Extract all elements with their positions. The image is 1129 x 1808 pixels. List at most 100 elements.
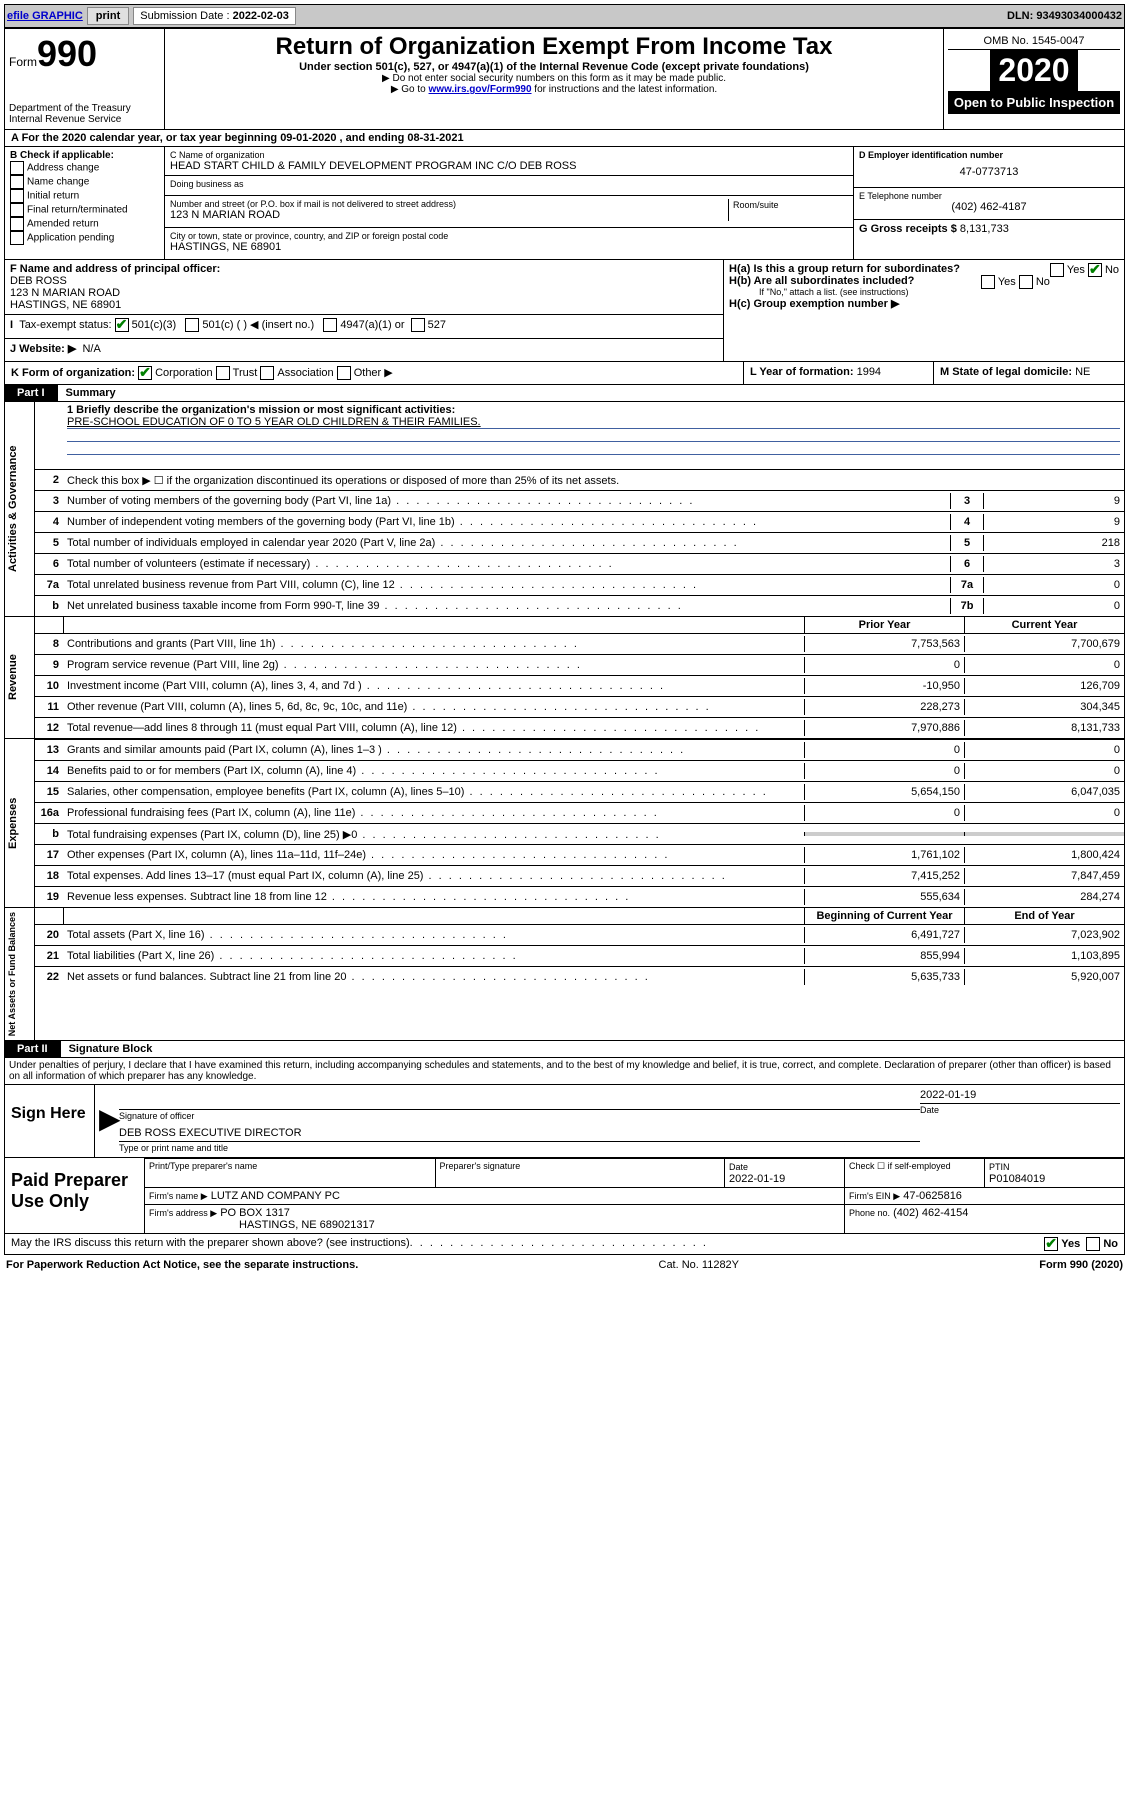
line-17: 17Other expenses (Part IX, column (A), l… bbox=[35, 844, 1124, 865]
cb-4947a1[interactable] bbox=[323, 318, 337, 332]
activities-governance: Activities & Governance 1 Briefly descri… bbox=[4, 402, 1125, 617]
form-title: Return of Organization Exempt From Incom… bbox=[169, 33, 939, 61]
efile-link[interactable]: efile GRAPHIC bbox=[7, 10, 83, 22]
part1-bar: Part I Summary bbox=[4, 385, 1125, 402]
col-beginning-year: Beginning of Current Year bbox=[804, 908, 964, 924]
cb-trust[interactable] bbox=[216, 366, 230, 380]
line-16a: 16aProfessional fundraising fees (Part I… bbox=[35, 802, 1124, 823]
revenue-section: Revenue Prior Year Current Year 8Contrib… bbox=[4, 617, 1125, 739]
cb-hb-yes[interactable] bbox=[981, 275, 995, 289]
line-13: 13Grants and similar amounts paid (Part … bbox=[35, 739, 1124, 760]
firm-name: LUTZ AND COMPANY PC bbox=[211, 1190, 340, 1202]
summary-line-7a: 7aTotal unrelated business revenue from … bbox=[35, 574, 1124, 595]
entity-block: B Check if applicable: Address change Na… bbox=[4, 147, 1125, 260]
group-return-block: H(a) Is this a group return for subordin… bbox=[724, 260, 1124, 361]
expenses-section: Expenses 13Grants and similar amounts pa… bbox=[4, 739, 1125, 908]
col-b-checkboxes: B Check if applicable: Address change Na… bbox=[5, 147, 165, 259]
discuss-row: May the IRS discuss this return with the… bbox=[4, 1234, 1125, 1255]
perjury-statement: Under penalties of perjury, I declare th… bbox=[4, 1058, 1125, 1085]
col-prior-year: Prior Year bbox=[804, 617, 964, 633]
title-box: Return of Organization Exempt From Incom… bbox=[165, 29, 944, 129]
cb-discuss-yes[interactable] bbox=[1044, 1237, 1058, 1251]
sign-here-label: Sign Here bbox=[5, 1085, 95, 1157]
summary-line-3: 3Number of voting members of the governi… bbox=[35, 490, 1124, 511]
line-10: 10Investment income (Part VIII, column (… bbox=[35, 675, 1124, 696]
top-bar: efile GRAPHIC print Submission Date : 20… bbox=[4, 4, 1125, 28]
line-9: 9Program service revenue (Part VIII, lin… bbox=[35, 654, 1124, 675]
dln: DLN: 93493034000432 bbox=[1007, 10, 1122, 22]
cb-other[interactable] bbox=[337, 366, 351, 380]
gross-receipts: G Gross receipts $ 8,131,733 bbox=[854, 219, 1124, 238]
cb-501c[interactable] bbox=[185, 318, 199, 332]
cb-discuss-no[interactable] bbox=[1086, 1237, 1100, 1251]
cb-501c3[interactable] bbox=[115, 318, 129, 332]
signature-date: 2022-01-19 bbox=[920, 1089, 1120, 1101]
vlabel-ag: Activities & Governance bbox=[5, 402, 35, 616]
telephone: (402) 462-4187 bbox=[859, 201, 1119, 213]
cb-527[interactable] bbox=[411, 318, 425, 332]
cb-ha-no[interactable] bbox=[1088, 263, 1102, 277]
state-domicile: NE bbox=[1075, 366, 1090, 378]
vlabel-netassets: Net Assets or Fund Balances bbox=[5, 908, 35, 1040]
summary-line-5: 5Total number of individuals employed in… bbox=[35, 532, 1124, 553]
print-button[interactable]: print bbox=[87, 7, 129, 25]
preparer-date: 2022-01-19 bbox=[729, 1173, 785, 1185]
col-c-name-address: C Name of organization HEAD START CHILD … bbox=[165, 147, 854, 259]
submission-date-label: Submission Date : 2022-02-03 bbox=[133, 7, 296, 25]
net-assets-section: Net Assets or Fund Balances Beginning of… bbox=[4, 908, 1125, 1041]
cb-final-return[interactable]: Final return/terminated bbox=[10, 203, 159, 217]
col-current-year: Current Year bbox=[964, 617, 1124, 633]
mission-statement: PRE-SCHOOL EDUCATION OF 0 TO 5 YEAR OLD … bbox=[67, 416, 481, 428]
firm-ein: 47-0625816 bbox=[903, 1190, 962, 1202]
cb-application-pending[interactable]: Application pending bbox=[10, 231, 159, 245]
page-footer: For Paperwork Reduction Act Notice, see … bbox=[4, 1255, 1125, 1275]
street-address: 123 N MARIAN ROAD bbox=[170, 209, 728, 221]
line-8: 8Contributions and grants (Part VIII, li… bbox=[35, 633, 1124, 654]
cb-amended-return[interactable]: Amended return bbox=[10, 217, 159, 231]
cb-assoc[interactable] bbox=[260, 366, 274, 380]
summary-line-6: 6Total number of volunteers (estimate if… bbox=[35, 553, 1124, 574]
line-18: 18Total expenses. Add lines 13–17 (must … bbox=[35, 865, 1124, 886]
cb-name-change[interactable]: Name change bbox=[10, 175, 159, 189]
line-20: 20Total assets (Part X, line 16)6,491,72… bbox=[35, 924, 1124, 945]
ein: 47-0773713 bbox=[859, 160, 1119, 184]
part2-bar: Part II Signature Block bbox=[4, 1041, 1125, 1058]
ptin: P01084019 bbox=[989, 1173, 1045, 1185]
form-org-row: K Form of organization: Corporation Trus… bbox=[4, 362, 1125, 385]
summary-line-4: 4Number of independent voting members of… bbox=[35, 511, 1124, 532]
principal-officer: F Name and address of principal officer:… bbox=[5, 260, 724, 361]
instructions-link[interactable]: www.irs.gov/Form990 bbox=[429, 84, 532, 95]
col-d-ein-phone: D Employer identification number 47-0773… bbox=[854, 147, 1124, 259]
line-19: 19Revenue less expenses. Subtract line 1… bbox=[35, 886, 1124, 907]
city-state-zip: HASTINGS, NE 68901 bbox=[170, 241, 848, 253]
cb-ha-yes[interactable] bbox=[1050, 263, 1064, 277]
line-11: 11Other revenue (Part VIII, column (A), … bbox=[35, 696, 1124, 717]
line-22: 22Net assets or fund balances. Subtract … bbox=[35, 966, 1124, 987]
signature-block: Sign Here ▶ Signature of officer DEB ROS… bbox=[4, 1085, 1125, 1234]
col-end-year: End of Year bbox=[964, 908, 1124, 924]
form-header: Form990 Department of the Treasury Inter… bbox=[4, 28, 1125, 130]
firm-address: PO BOX 1317 bbox=[220, 1207, 290, 1219]
line-14: 14Benefits paid to or for members (Part … bbox=[35, 760, 1124, 781]
officer-name-title: DEB ROSS EXECUTIVE DIRECTOR bbox=[119, 1127, 920, 1139]
website: N/A bbox=[82, 343, 100, 355]
line-15: 15Salaries, other compensation, employee… bbox=[35, 781, 1124, 802]
form-id-box: Form990 Department of the Treasury Inter… bbox=[5, 29, 165, 129]
cb-initial-return[interactable]: Initial return bbox=[10, 189, 159, 203]
paid-preparer-block: Paid Preparer Use Only Print/Type prepar… bbox=[5, 1157, 1124, 1233]
firm-phone: (402) 462-4154 bbox=[893, 1207, 968, 1219]
vlabel-expenses: Expenses bbox=[5, 739, 35, 907]
officer-group-block: F Name and address of principal officer:… bbox=[4, 260, 1125, 362]
line-21: 21Total liabilities (Part X, line 26)855… bbox=[35, 945, 1124, 966]
line-b: bTotal fundraising expenses (Part IX, co… bbox=[35, 823, 1124, 844]
summary-line-7b: bNet unrelated business taxable income f… bbox=[35, 595, 1124, 616]
year-formation: 1994 bbox=[857, 366, 881, 378]
vlabel-revenue: Revenue bbox=[5, 617, 35, 738]
org-name: HEAD START CHILD & FAMILY DEVELOPMENT PR… bbox=[170, 160, 848, 172]
cb-hb-no[interactable] bbox=[1019, 275, 1033, 289]
tax-year-row: A For the 2020 calendar year, or tax yea… bbox=[4, 130, 1125, 147]
omb-year-box: OMB No. 1545-0047 2020 Open to Public In… bbox=[944, 29, 1124, 129]
cb-address-change[interactable]: Address change bbox=[10, 161, 159, 175]
cb-corp[interactable] bbox=[138, 366, 152, 380]
line-12: 12Total revenue—add lines 8 through 11 (… bbox=[35, 717, 1124, 738]
